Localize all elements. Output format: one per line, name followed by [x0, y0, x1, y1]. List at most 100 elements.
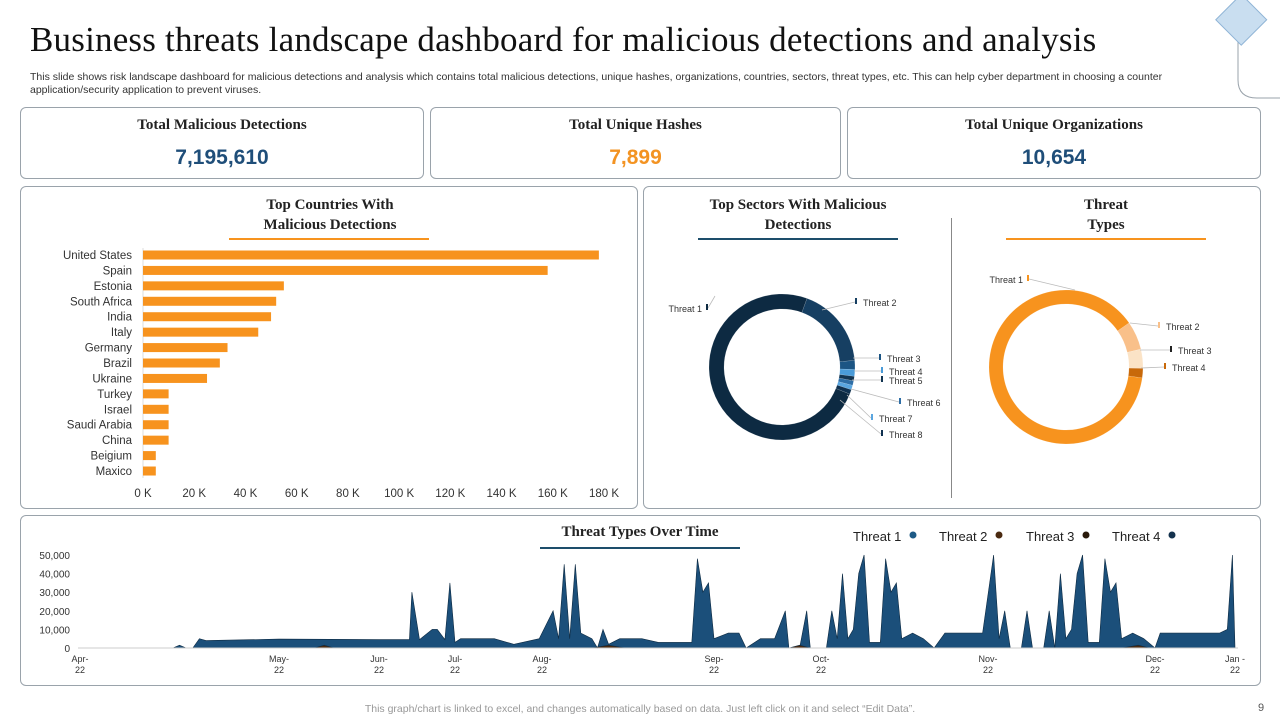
kpi-card-total-malicious-detections: Total Malicious Detections 7,195,610: [20, 107, 424, 179]
donut-slice-threat-3: [839, 360, 856, 370]
y-tick-label: 20,000: [39, 607, 70, 618]
bar-category-label: Spain: [103, 265, 132, 277]
x-tick-label: Nov-: [978, 654, 997, 664]
legend-marker: [995, 531, 1003, 539]
threat-types-chart-title: Threat Types: [1006, 195, 1206, 235]
label-marker: [706, 304, 708, 310]
x-tick-label: 22: [1230, 665, 1240, 675]
y-tick-label: 0: [64, 644, 70, 655]
page-description: This slide shows risk landscape dashboar…: [30, 71, 1163, 96]
leader-line: [1129, 322, 1159, 327]
title-line: Top Sectors With Malicious: [709, 197, 887, 213]
bar-category-label: United States: [63, 250, 132, 262]
x-tick-label: Jun-: [370, 654, 388, 664]
x-tick-label: 0 K: [134, 488, 152, 500]
leader-line: [846, 394, 872, 419]
label-marker: [881, 367, 883, 373]
area-series-threat-1: [80, 554, 1236, 649]
y-tick-label: 10,000: [39, 625, 70, 636]
label-marker: [879, 354, 881, 360]
footer-note: This graph/chart is linked to excel, and…: [364, 703, 916, 715]
x-tick-label: 22: [816, 665, 826, 675]
x-tick-label: 22: [450, 665, 460, 675]
leader-line: [821, 301, 856, 311]
title-line: Threat: [1084, 197, 1128, 213]
kpi-label: Total Unique Hashes: [569, 117, 702, 133]
bar-maxico: [143, 466, 156, 476]
leader-line: [1028, 278, 1076, 291]
donut-label: Threat 3: [1178, 346, 1212, 356]
x-tick-label: Dec-: [1145, 654, 1164, 664]
bar-category-label: South Africa: [70, 296, 133, 308]
bar-category-label: Ukraine: [92, 373, 132, 385]
bar-category-label: Italy: [111, 327, 132, 339]
donut-label: Threat 2: [863, 298, 897, 308]
title-line: Malicious Detections: [263, 217, 397, 233]
x-tick-label: 40 K: [234, 488, 258, 500]
kpi-card-total-unique-organizations: Total Unique Organizations 10,654: [847, 107, 1261, 179]
label-marker: [855, 298, 857, 304]
title-line: Detections: [764, 217, 832, 233]
bar-germany: [143, 343, 228, 353]
donut-label: Threat 8: [889, 430, 923, 440]
donut-slice-threat-8: [835, 384, 852, 395]
title-line: Top Countries With: [266, 197, 394, 213]
donut-slice-threat-1: [988, 289, 1143, 445]
x-tick-label: 22: [983, 665, 993, 675]
donut-slice-threat-7: [836, 381, 853, 391]
kpi-label: Total Unique Organizations: [965, 117, 1143, 133]
bar-saudi-arabia: [143, 420, 169, 430]
donut-slice-threat-1: [708, 293, 851, 441]
donut-label: Threat 3: [887, 354, 921, 364]
bar-category-label: Brazil: [103, 358, 132, 370]
x-tick-label: 100 K: [384, 488, 414, 500]
x-tick-label: 80 K: [336, 488, 360, 500]
title-underline: [540, 547, 740, 549]
legend-marker: [1168, 531, 1176, 539]
x-tick-label: 22: [374, 665, 384, 675]
label-marker: [881, 430, 883, 436]
leader-line: [850, 388, 900, 403]
y-tick-label: 30,000: [39, 588, 70, 599]
kpi-label: Total Malicious Detections: [137, 117, 307, 133]
donut-label: Threat 7: [879, 414, 913, 424]
threat-types-donut-chart: Threat 1 Threat 2 Threat 3 Threat 4: [988, 275, 1212, 445]
bar-spain: [143, 265, 548, 275]
time-chart-title: Threat Types Over Time: [561, 524, 719, 540]
x-tick-label: Apr-: [71, 654, 88, 664]
bar-category-label: Israel: [104, 404, 132, 416]
sectors-chart-title: Top Sectors With Malicious Detections: [668, 195, 928, 235]
label-marker: [899, 398, 901, 404]
donut-label: Threat 1: [668, 304, 702, 314]
bar-category-label: Saudi Arabia: [67, 420, 133, 432]
bar-category-label: Estonia: [94, 281, 133, 293]
bar-beigium: [143, 451, 156, 461]
bar-united-states: [143, 250, 599, 260]
x-tick-label: 140 K: [487, 488, 517, 500]
bar-italy: [143, 327, 259, 337]
donut-label: Threat 4: [1172, 363, 1206, 373]
legend-label: Threat 4: [1112, 529, 1160, 544]
corner-decoration: [1215, 0, 1280, 99]
bar-south-africa: [143, 296, 277, 306]
x-tick-label: Sep-: [704, 654, 723, 664]
x-tick-label: 180 K: [589, 488, 619, 500]
page-number: 9: [1258, 702, 1265, 714]
x-tick-label: 22: [1150, 665, 1160, 675]
y-tick-label: 40,000: [39, 570, 70, 581]
kpi-value: 7,899: [609, 146, 662, 169]
x-tick-label: 22: [75, 665, 85, 675]
bar-category-label: Maxico: [96, 466, 132, 478]
countries-chart-title: Top Countries With Malicious Detections: [200, 195, 460, 235]
threats-over-time-panel: [20, 515, 1261, 686]
label-marker: [871, 414, 873, 420]
title-underline: [698, 238, 898, 240]
x-tick-label: May-: [269, 654, 289, 664]
donut-label: Threat 1: [989, 275, 1023, 285]
bar-ukraine: [143, 373, 208, 383]
legend-marker: [1082, 531, 1090, 539]
x-tick-label: 160 K: [538, 488, 568, 500]
label-marker: [1027, 275, 1029, 281]
bar-brazil: [143, 358, 220, 368]
x-tick-label: Jan -: [1225, 654, 1245, 664]
